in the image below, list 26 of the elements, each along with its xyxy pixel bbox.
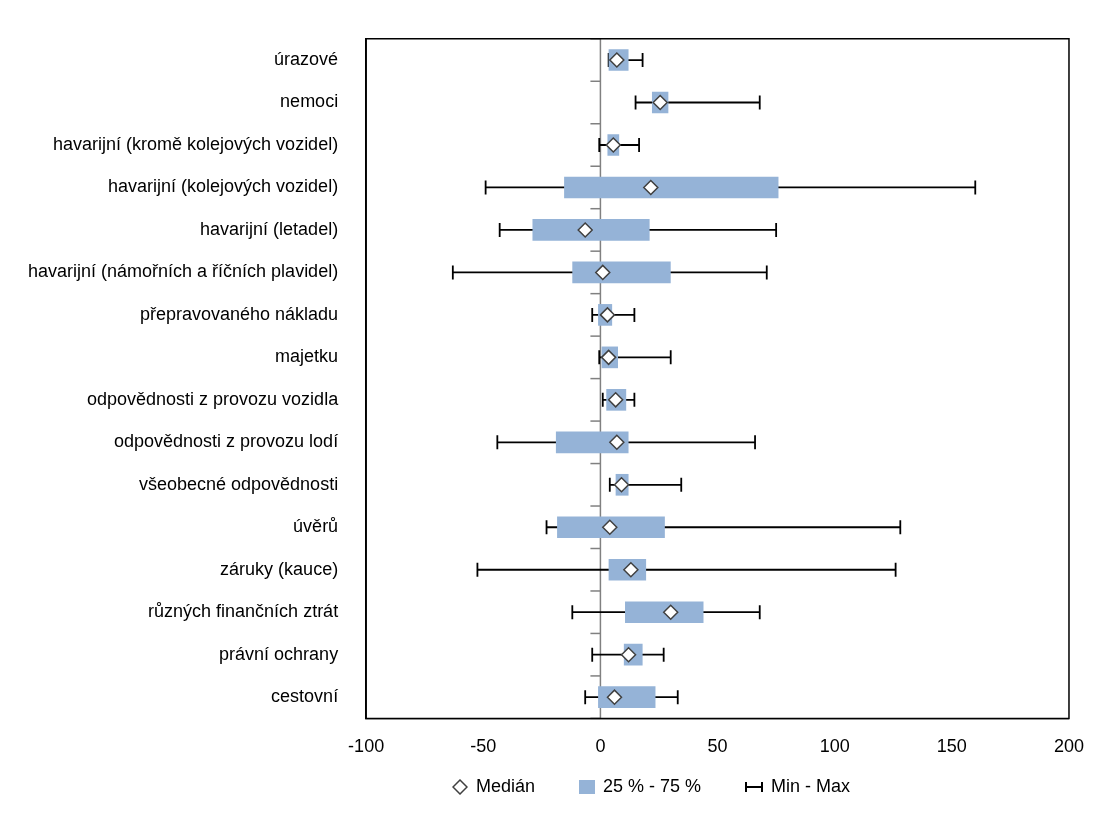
y-tick-label: přepravovaného nákladu (139, 303, 339, 324)
x-tick-label: 50 (707, 736, 728, 757)
y-tick-label: havarijní (kolejových vozidel) (108, 176, 339, 197)
y-tick-label: cestovní (271, 686, 339, 707)
text: Min - Max (771, 776, 851, 797)
y-tick-label: záruky (kauce) (220, 558, 339, 579)
x-tick-label: 0 (595, 736, 606, 757)
y-tick-label: právní ochrany (219, 643, 339, 664)
y-tick-label: odpovědnosti z provozu lodí (113, 431, 339, 452)
y-tick-label: různých finančních ztrát (148, 601, 339, 622)
y-tick-label: havarijní (letadel) (200, 218, 339, 239)
y-tick-label: odpovědnosti z provozu vozidla (86, 388, 340, 409)
x-tick-label: 150 (936, 736, 967, 757)
y-tick-label: majetku (275, 346, 339, 367)
x-tick-label: -50 (470, 736, 497, 757)
x-tick-label: 100 (819, 736, 850, 757)
y-tick-label: havarijní (kromě kolejových vozidel) (53, 133, 339, 154)
y-tick-label: nemoci (280, 91, 339, 112)
y-tick-label: všeobecné odpovědnosti (138, 473, 339, 494)
y-tick-label: úrazové (274, 49, 339, 70)
x-tick-label: -100 (348, 736, 385, 757)
legend-label: 25 % - 75 % (602, 776, 702, 797)
y-tick-label: havarijní (námořních a říčních plavidel) (28, 261, 339, 282)
x-tick-label: 200 (1053, 736, 1085, 757)
text: Medián (475, 776, 535, 797)
y-tick-label: úvěrů (293, 516, 339, 537)
